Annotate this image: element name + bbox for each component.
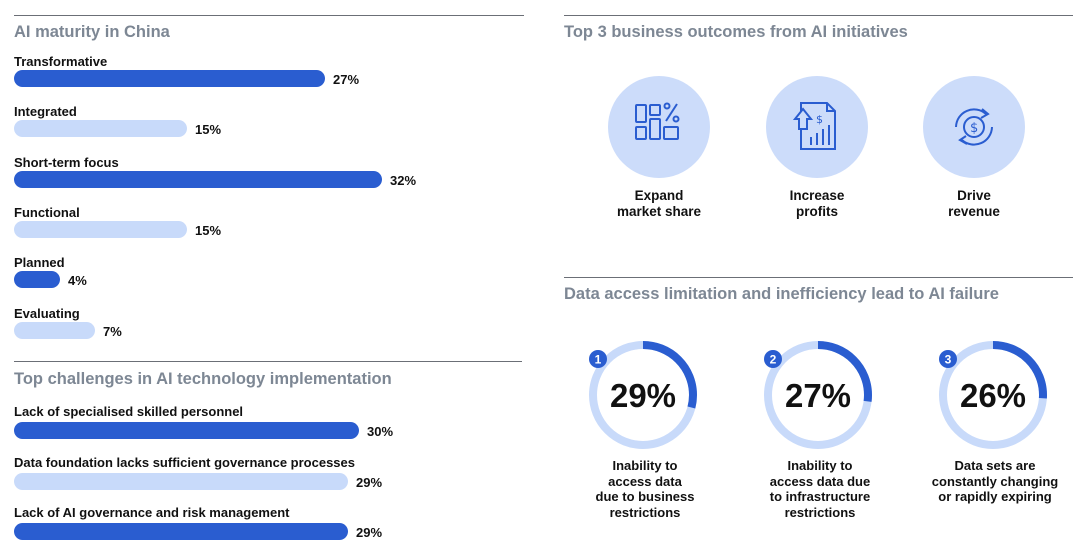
donut-item: 2 27% Inability to access data due to infr…	[730, 336, 910, 520]
outcome-circle: $	[766, 76, 868, 178]
bar	[14, 422, 359, 439]
bar-value-label: 4%	[68, 273, 87, 289]
donut-item: 3 26% Data sets are constantly changing or…	[905, 336, 1080, 505]
rank-number: 2	[770, 353, 777, 367]
market-share-icon	[635, 102, 680, 140]
bar	[14, 472, 348, 490]
donut-slice	[589, 341, 697, 449]
bar-value-label: 15%	[195, 222, 222, 238]
bar-value-label: 29%	[356, 474, 383, 490]
bar	[14, 120, 187, 138]
bar-category-label: Evaluating	[14, 305, 80, 321]
bar	[14, 220, 187, 238]
donut-description: Inability to access data due to business…	[595, 458, 695, 520]
donut-value-label: 29%	[610, 377, 676, 414]
bar-category-label: Short-term focus	[14, 154, 119, 170]
maturity-title: AI maturity in China	[14, 23, 170, 41]
outcome-expand-market-share: Expand market share	[584, 76, 734, 220]
bar-category-label: Planned	[14, 255, 65, 271]
svg-text:$: $	[816, 113, 823, 126]
bar-value-label: 30%	[367, 424, 394, 439]
rank-badge	[589, 350, 607, 368]
outcome-label: Increase profits	[789, 188, 845, 219]
bar	[14, 271, 60, 289]
rank-number: 1	[595, 353, 602, 367]
rank-badge	[764, 350, 782, 368]
outcomes-title: Top 3 business outcomes from AI initiati…	[564, 23, 908, 41]
bar-category-label: Functional	[14, 204, 80, 220]
bar-value-label: 7%	[103, 323, 122, 339]
revenue-icon: $	[955, 108, 993, 146]
bar	[14, 170, 382, 188]
donut-chart: 2 27%	[764, 341, 872, 449]
bar-value-label: 29%	[356, 525, 383, 540]
donut-description: Data sets are constantly changing or rap…	[931, 458, 1059, 504]
bar-category-label: Lack of AI governance and risk managemen…	[14, 505, 290, 520]
donut-slice	[939, 341, 1047, 449]
donut-description: Inability to access data due to infrastr…	[769, 458, 871, 520]
bar-category-label: Transformative	[14, 54, 108, 69]
svg-text:$: $	[970, 121, 978, 136]
donut-value-label: 27%	[785, 377, 851, 414]
challenges-top-rule	[14, 361, 522, 362]
bar	[14, 321, 95, 339]
data-access-top-rule	[564, 277, 1073, 278]
rank-badge	[939, 350, 957, 368]
outcome-label: Expand market share	[616, 188, 702, 219]
profit-icon: $	[792, 102, 836, 150]
challenges-title: Top challenges in AI technology implemen…	[14, 370, 392, 388]
donut-item: 1 29% Inability to access data due to busi…	[555, 336, 735, 520]
outcome-circle	[608, 76, 710, 178]
donut-slice	[764, 341, 872, 449]
bar	[14, 523, 348, 540]
outcome-drive-revenue: $ Drive revenue	[899, 76, 1049, 220]
bar-value-label: 32%	[390, 172, 417, 188]
bar	[14, 70, 325, 87]
outcome-increase-profits: $ Increase profits	[742, 76, 892, 220]
bar-category-label: Data foundation lacks sufficient governa…	[14, 454, 355, 470]
maturity-top-rule	[14, 15, 524, 16]
outcome-label: Drive revenue	[948, 188, 1000, 219]
data-access-title: Data access limitation and inefficiency …	[564, 285, 999, 303]
donut-chart: 1 29%	[589, 341, 697, 449]
outcome-circle: $	[923, 76, 1025, 178]
donut-chart: 3 26%	[939, 341, 1047, 449]
rank-number: 3	[945, 353, 952, 367]
bar-value-label: 27%	[333, 72, 360, 87]
bar-value-label: 15%	[195, 122, 222, 138]
bar-category-label: Lack of specialised skilled personnel	[14, 404, 244, 419]
donut-value-label: 26%	[960, 377, 1026, 414]
bar-category-label: Integrated	[14, 104, 77, 120]
outcomes-top-rule	[564, 15, 1073, 16]
